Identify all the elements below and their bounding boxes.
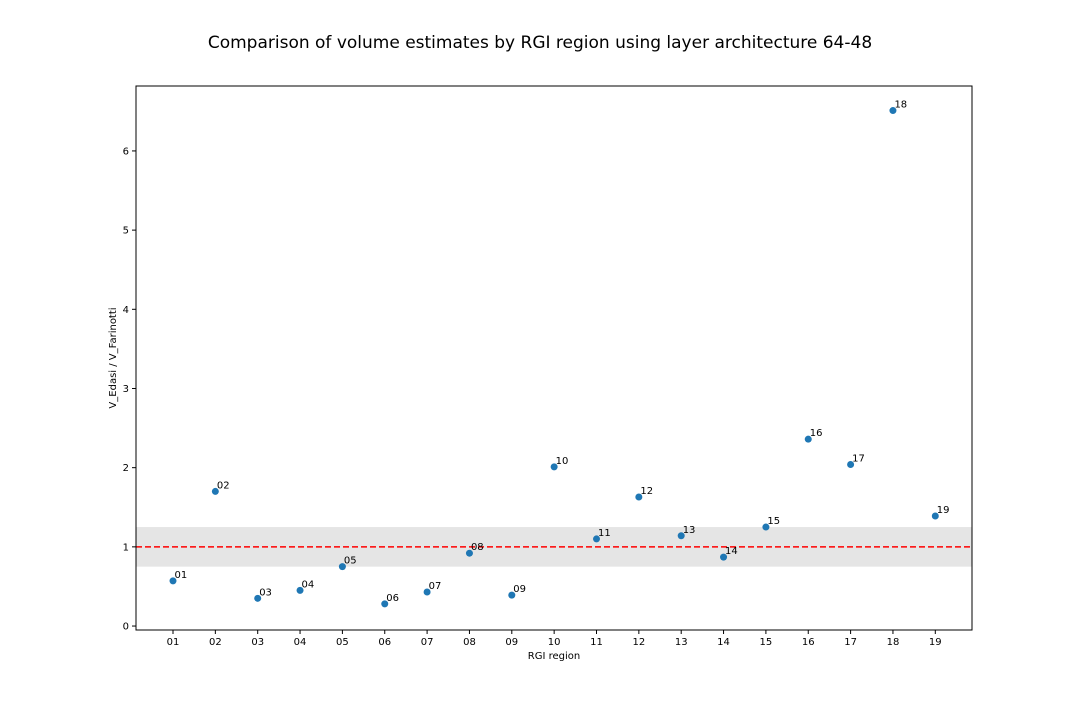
- x-tick-label: 08: [463, 637, 476, 648]
- data-point: [465, 549, 473, 557]
- data-point: [635, 493, 643, 501]
- x-tick-label: 01: [167, 637, 180, 648]
- data-point: [296, 586, 304, 594]
- point-label: 02: [217, 480, 230, 491]
- data-point: [423, 588, 431, 596]
- data-point: [804, 435, 812, 443]
- point-label: 12: [640, 486, 653, 497]
- x-tick-label: 14: [717, 637, 730, 648]
- x-tick-label: 09: [505, 637, 518, 648]
- point-label: 09: [513, 584, 526, 595]
- point-label: 04: [302, 579, 315, 590]
- y-tick-label: 5: [123, 226, 129, 237]
- point-label: 19: [937, 505, 950, 516]
- x-tick-label: 15: [760, 637, 773, 648]
- x-axis-label: RGI region: [528, 651, 580, 662]
- x-tick-label: 02: [209, 637, 222, 648]
- chart-title: Comparison of volume estimates by RGI re…: [207, 33, 873, 53]
- point-label: 13: [683, 525, 696, 536]
- data-point: [593, 535, 600, 543]
- x-tick-label: 03: [251, 637, 264, 648]
- data-point: [381, 600, 389, 608]
- data-point: [847, 461, 855, 469]
- x-tick-label: 17: [844, 637, 857, 648]
- x-tick-label: 04: [294, 637, 307, 648]
- point-label: 18: [894, 100, 907, 111]
- x-tick-label: 18: [887, 637, 900, 648]
- data-point: [762, 523, 770, 531]
- data-point: [211, 487, 219, 495]
- point-label: 14: [725, 546, 738, 557]
- data-point: [931, 512, 939, 520]
- point-label: 03: [259, 587, 272, 598]
- point-label: 17: [852, 454, 865, 465]
- data-point: [254, 594, 262, 602]
- point-label: 01: [175, 570, 188, 581]
- point-label: 16: [810, 428, 823, 439]
- y-tick-label: 2: [123, 463, 129, 474]
- point-label: 05: [344, 556, 357, 567]
- point-label: 07: [429, 581, 442, 592]
- point-label: 15: [767, 516, 780, 527]
- x-tick-label: 16: [802, 637, 815, 648]
- x-tick-label: 05: [336, 637, 349, 648]
- y-tick-label: 1: [123, 542, 129, 553]
- data-point: [338, 563, 346, 571]
- point-label: 06: [386, 593, 399, 604]
- data-point: [550, 463, 558, 471]
- x-tick-label: 12: [632, 637, 645, 648]
- point-label: 08: [471, 542, 484, 553]
- point-label: 11: [598, 528, 611, 539]
- y-tick-label: 6: [123, 146, 129, 157]
- data-point: [169, 577, 177, 585]
- data-point: [677, 532, 685, 540]
- data-point: [508, 591, 516, 599]
- x-tick-label: 13: [675, 637, 688, 648]
- y-tick-label: 4: [123, 305, 129, 316]
- x-tick-label: 11: [590, 637, 603, 648]
- x-tick-label: 10: [548, 637, 561, 648]
- data-point: [889, 107, 897, 115]
- x-tick-label: 06: [378, 637, 391, 648]
- y-axis-label: V_Edasi / V_Farinotti: [108, 307, 119, 408]
- y-tick-label: 0: [123, 622, 129, 633]
- data-point: [720, 553, 728, 561]
- point-label: 10: [556, 456, 569, 467]
- x-tick-label: 07: [421, 637, 434, 648]
- x-tick-label: 19: [929, 637, 942, 648]
- y-tick-label: 3: [123, 384, 129, 395]
